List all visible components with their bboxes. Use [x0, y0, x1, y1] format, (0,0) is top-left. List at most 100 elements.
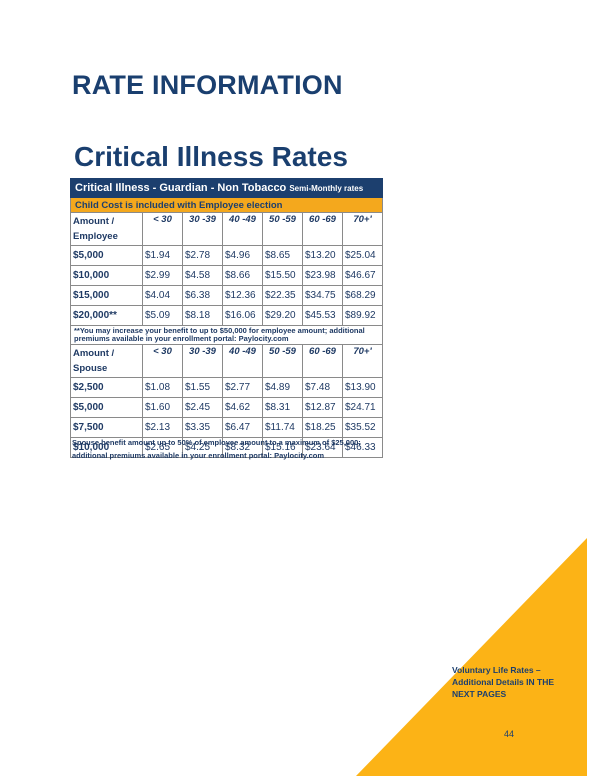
employee-rate-cell: $5.09	[142, 305, 183, 326]
spouse-rate-cell: $46.33	[341, 437, 384, 458]
spouse-rate-row: $7,500 $2.13 $3.35 $6.47 $11.74 $18.25 $35.52	[70, 417, 384, 438]
employee-rate-cell: $15.50	[262, 265, 303, 286]
spouse-benefit-amount: $5,000	[70, 397, 143, 418]
table-header-title: Critical Illness - Guardian - Non Tobacc…	[75, 182, 287, 194]
employee-rate-cell: $46.67	[341, 265, 384, 286]
spouse-rate-cell: $12.87	[302, 397, 343, 418]
spouse-rate-cell: $8.32	[222, 437, 263, 458]
employee-age-band: 40 -49	[222, 212, 263, 246]
spouse-rate-cell: $7.48	[302, 377, 343, 398]
employee-amount-label-line-1: Amount /	[73, 216, 115, 227]
spouse-rate-cell: $18.25	[302, 417, 343, 438]
employee-age-band: < 30	[142, 212, 183, 246]
critical-illness-rate-table: Critical Illness - Guardian - Non Tobacc…	[69, 178, 384, 458]
employee-rate-cell: $1.94	[142, 245, 183, 266]
table-header-subtitle: Semi-Monthly rates	[289, 184, 364, 193]
spouse-age-band: 50 -59	[262, 344, 303, 378]
employee-rate-cell: $8.18	[182, 305, 223, 326]
spouse-rate-cell: $1.55	[182, 377, 223, 398]
corner-callout: Voluntary Life Rates – Additional Detail…	[452, 664, 577, 700]
employee-footnote-row: **You may increase your benefit to up to…	[69, 325, 384, 345]
spouse-rate-cell: $1.08	[142, 377, 183, 398]
spouse-rate-row: $5,000 $1.60 $2.45 $4.62 $8.31 $12.87 $24.71	[70, 397, 384, 418]
employee-rate-cell: $45.53	[302, 305, 343, 326]
employee-rate-row: $20,000** $5.09 $8.18 $16.06 $29.20 $45.53 $89…	[70, 305, 384, 326]
spouse-rate-cell: $11.74	[262, 417, 303, 438]
employee-rate-cell: $34.75	[302, 285, 343, 306]
spouse-rate-cell: $4.62	[222, 397, 263, 418]
employee-benefit-amount: $20,000**	[70, 305, 143, 326]
employee-rate-cell: $22.35	[262, 285, 303, 306]
spouse-rate-cell: $13.90	[341, 377, 384, 398]
employee-age-band: 60 -69	[302, 212, 343, 246]
section-title: Critical Illness Rates	[74, 141, 348, 172]
employee-rate-cell: $13.20	[302, 245, 343, 266]
employee-rate-cell: $8.65	[262, 245, 303, 266]
employee-rate-row: $5,000 $1.94 $2.78 $4.96 $8.65 $13.20 $25.04	[70, 245, 384, 266]
spouse-rate-cell: $23.64	[302, 437, 343, 458]
employee-rate-cell: $29.20	[262, 305, 303, 326]
employee-rate-cell: $4.04	[142, 285, 183, 306]
employee-rate-row: $15,000 $4.04 $6.38 $12.36 $22.35 $34.75 $68.2…	[70, 285, 384, 306]
page-number: 44	[504, 729, 515, 739]
spouse-benefit-amount: $7,500	[70, 417, 143, 438]
corner-line-3: NEXT PAGES	[452, 689, 507, 699]
spouse-rate-cell: $8.31	[262, 397, 303, 418]
spouse-rate-cell: $35.52	[341, 417, 384, 438]
spouse-age-band: 60 -69	[302, 344, 343, 378]
spouse-amount-label: Amount / Spouse	[70, 344, 143, 378]
spouse-amount-label-line-1: Amount /	[73, 348, 115, 359]
spouse-rate-cell: $2.77	[222, 377, 263, 398]
spouse-rate-cell: $3.35	[182, 417, 223, 438]
spouse-rate-cell: $1.60	[142, 397, 183, 418]
child-cost-note: Child Cost is included with Employee ele…	[69, 197, 384, 213]
employee-age-band: 50 -59	[262, 212, 303, 246]
spouse-benefit-amount: $10,000	[70, 437, 143, 458]
employee-rate-cell: $68.29	[341, 285, 384, 306]
employee-rate-cell: $23.98	[302, 265, 343, 286]
employee-rate-cell: $4.96	[222, 245, 263, 266]
employee-rate-cell: $25.04	[341, 245, 384, 266]
spouse-rate-cell: $4.89	[262, 377, 303, 398]
spouse-note-line-2: additional premiums available in your en…	[72, 451, 325, 460]
spouse-rate-row: $10,000 $2.65 $4.25 $8.32 $15.16 $23.64 $46.33	[70, 437, 384, 458]
spouse-rate-cell: $2.45	[182, 397, 223, 418]
employee-rate-cell: $6.38	[182, 285, 223, 306]
employee-amount-label-line-2: Employee	[73, 231, 118, 242]
employee-rate-cell: $8.66	[222, 265, 263, 286]
spouse-age-band: 40 -49	[222, 344, 263, 378]
employee-rate-cell: $4.58	[182, 265, 223, 286]
employee-benefit-amount: $15,000	[70, 285, 143, 306]
spouse-note-line-1: Spouse benefit amount up to 50% of emplo…	[72, 438, 361, 447]
employee-rate-cell: $2.78	[182, 245, 223, 266]
employee-amount-label: Amount / Employee	[70, 212, 143, 246]
employee-rate-cell: $89.92	[341, 305, 384, 326]
employee-benefit-amount: $5,000	[70, 245, 143, 266]
page-heading: RATE INFORMATION	[72, 70, 343, 100]
child-cost-row: Child Cost is included with Employee ele…	[69, 197, 384, 213]
employee-rate-row: $10,000 $2.99 $4.58 $8.66 $15.50 $23.98 $46.67	[70, 265, 384, 286]
employee-benefit-amount: $10,000	[70, 265, 143, 286]
corner-line-2: Additional Details IN THE	[452, 677, 555, 687]
spouse-age-band-row: Amount / Spouse < 30 30 -39 40 -49 50 -59 60 -…	[70, 344, 384, 378]
spouse-rate-cell: $6.47	[222, 417, 263, 438]
employee-age-band: 70+'	[341, 212, 384, 246]
spouse-amount-label-line-2: Spouse	[73, 363, 108, 374]
spouse-benefit-note: Spouse benefit amount up to 50% of emplo…	[72, 436, 392, 462]
spouse-rate-cell: $2.13	[142, 417, 183, 438]
spouse-age-band: < 30	[142, 344, 183, 378]
spouse-rate-row: $2,500 $1.08 $1.55 $2.77 $4.89 $7.48 $13.90	[70, 377, 384, 398]
employee-age-band: 30 -39	[182, 212, 223, 246]
spouse-rate-cell: $15.16	[262, 437, 303, 458]
table-header-row: Critical Illness - Guardian - Non Tobacc…	[69, 178, 384, 198]
employee-rate-cell: $2.99	[142, 265, 183, 286]
spouse-age-band: 70+'	[341, 344, 384, 378]
spouse-rate-cell: $24.71	[341, 397, 384, 418]
employee-footnote: **You may increase your benefit to up to…	[69, 325, 384, 345]
employee-rate-cell: $12.36	[222, 285, 263, 306]
employee-rate-cell: $16.06	[222, 305, 263, 326]
spouse-benefit-amount: $2,500	[70, 377, 143, 398]
corner-line-1: Voluntary Life Rates –	[452, 665, 541, 675]
employee-age-band-row: Amount / Employee < 30 30 -39 40 -49 50 -59 60…	[70, 212, 384, 246]
